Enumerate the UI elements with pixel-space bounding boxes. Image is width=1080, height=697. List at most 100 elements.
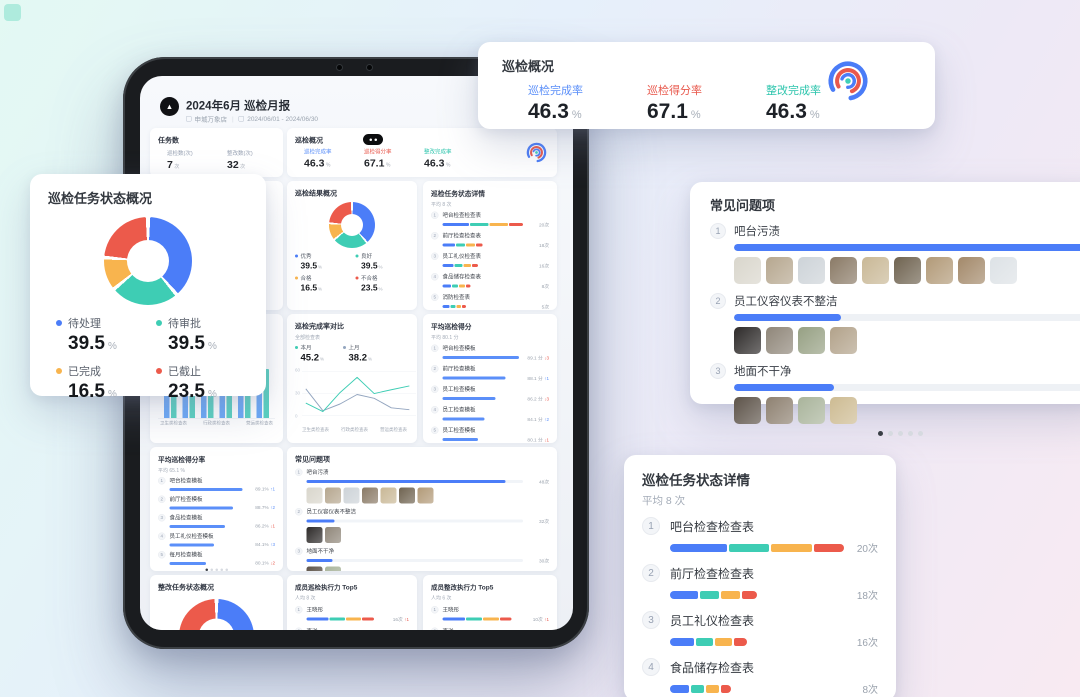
item-count: 16次 ↑1 xyxy=(392,617,409,623)
card-subtitle: 平均 8 次 xyxy=(431,202,452,208)
metric-label: 巡检得分率 xyxy=(647,85,702,97)
photo-thumb[interactable] xyxy=(325,566,341,571)
metric-unit: 次 xyxy=(240,164,246,170)
metric: 巡检完成率 46.3% xyxy=(295,148,355,170)
photo-thumb[interactable] xyxy=(990,257,1017,284)
member-item: 1 王晓彤 10次 ↑1 xyxy=(431,605,549,623)
pagination-dots[interactable] xyxy=(158,568,275,571)
trend-indicator: ↓1 xyxy=(270,523,275,529)
photo-thumb[interactable] xyxy=(798,327,825,354)
line-chart: 60 30 0 xyxy=(295,367,416,426)
item-label: 前厅检查模板 xyxy=(169,496,203,503)
photo-thumb[interactable] xyxy=(343,487,360,504)
score-bar xyxy=(169,487,243,491)
radial-progress-icon xyxy=(526,142,547,163)
photo-thumb[interactable] xyxy=(306,566,323,571)
trend-indicator: ↓2 xyxy=(270,560,275,566)
legend-dot xyxy=(156,368,162,374)
y-tick: 60 xyxy=(295,367,301,373)
legend-label: 优秀 xyxy=(295,252,349,260)
photo-thumb[interactable] xyxy=(362,487,378,504)
callout-overview-card: 巡检概况 巡检完成率 46.3% 巡检得分率 67.1% 整改完成率 46.3% xyxy=(478,42,935,129)
item-value: 88.7% ↑2 xyxy=(255,505,275,511)
photo-thumb[interactable] xyxy=(417,487,434,504)
x-label: 行政类检查表 xyxy=(340,427,368,432)
photo-thumb[interactable] xyxy=(325,487,341,504)
zoom-cursor-badge xyxy=(363,134,383,145)
photo-thumb[interactable] xyxy=(926,257,953,284)
pagination-dots[interactable] xyxy=(710,431,1080,436)
list-item: 5 每月检查模板 80.1% ↓2 xyxy=(158,550,275,566)
rank-badge: 2 xyxy=(431,627,439,630)
rank-badge: 3 xyxy=(295,547,303,555)
x-label: 行政类检查表 xyxy=(202,420,230,426)
score-bar xyxy=(169,506,234,510)
x-label: 营运类检查表 xyxy=(379,427,407,432)
photo-thumb[interactable] xyxy=(766,327,793,354)
photo-thumb[interactable] xyxy=(306,487,323,504)
trend-indicator: ↓1 xyxy=(544,437,549,443)
photo-thumb[interactable] xyxy=(958,257,985,284)
photo-thumb[interactable] xyxy=(399,487,415,504)
photo-thumb[interactable] xyxy=(734,327,761,354)
item-value: 89.1% ↑1 xyxy=(255,486,275,493)
photo-strip xyxy=(306,566,550,571)
stacked-bar xyxy=(442,223,523,226)
metric-value: 46.3% xyxy=(766,100,820,123)
photo-thumb[interactable] xyxy=(734,257,761,284)
photo-thumb[interactable] xyxy=(734,397,761,424)
stacked-bar xyxy=(442,243,483,247)
card-title: 任务数 xyxy=(158,136,179,144)
metric: 整改完成率 46.3% xyxy=(740,82,859,124)
photo-thumb[interactable] xyxy=(766,397,793,424)
legend: 本月 45.2% 上月 38.2% xyxy=(295,344,409,364)
rank-badge: 2 xyxy=(431,231,439,240)
photo-thumb[interactable] xyxy=(830,257,857,284)
metric-value: 32 次 xyxy=(227,159,246,171)
item-label: 员工检查模板 xyxy=(442,407,476,413)
ranked-list: 1 吧台检查模板 89.1 分 ↓3 2 前厅检查模板 xyxy=(431,344,549,443)
card-subtitle: 平均 8 次 xyxy=(642,495,686,507)
callout-detail-card: 巡检任务状态详情 平均 8 次 1 吧台检查检查表 20次 2 前厅检查检查表 18… xyxy=(624,455,896,697)
card-title: 平均巡检得分率 xyxy=(158,456,206,464)
card-title: 常见问题项 xyxy=(295,455,330,463)
legend-label: 已完成 xyxy=(56,363,140,379)
photo-thumb[interactable] xyxy=(325,527,341,543)
item-label: 食品储存检查表 xyxy=(442,274,482,280)
photo-thumb[interactable] xyxy=(894,257,921,284)
member-item: 2李洋 12次↑2 xyxy=(295,627,409,630)
problem-bar xyxy=(306,559,333,562)
card-subtitle: 人均 8 次 xyxy=(295,595,316,602)
x-label: 卫生类检查表 xyxy=(302,427,330,432)
item-count: 32次 xyxy=(538,519,549,525)
item-label: 员工仪容仪表不整洁 xyxy=(306,509,357,515)
problem-item: 1 吧台污渍 48次 xyxy=(295,468,549,504)
photo-thumb[interactable] xyxy=(306,527,323,543)
photo-thumb[interactable] xyxy=(380,487,397,504)
photo-thumb[interactable] xyxy=(830,397,857,424)
card-member-rectify: 成员整改执行力 Top5 人均 6 次 1 王晓彤 10次 ↑1 xyxy=(423,575,557,630)
legend-value: 16.5% xyxy=(300,283,323,293)
photo-thumb[interactable] xyxy=(830,327,857,354)
card-title: 成员整改执行力 Top5 xyxy=(431,583,494,592)
rank-badge: 1 xyxy=(295,468,303,476)
score-bar xyxy=(442,417,485,421)
photo-thumb[interactable] xyxy=(766,257,793,284)
legend-value: 39.5% xyxy=(68,333,117,354)
photo-thumb[interactable] xyxy=(798,257,825,284)
stacked-bar xyxy=(670,637,747,646)
legend-value: 23.5% xyxy=(361,283,383,293)
metric-label: 整改数(次) xyxy=(227,150,253,157)
photo-thumb[interactable] xyxy=(798,397,825,424)
legend-label: 合格 xyxy=(295,274,349,282)
trend-indicator: ↑2 xyxy=(544,417,549,422)
item-label: 前厅检查检查表 xyxy=(442,233,482,239)
item-value: 88.1 分 ↑1 xyxy=(527,376,549,382)
photo-thumb[interactable] xyxy=(862,257,889,284)
list-item: 2 前厅检查模板 88.7% ↑2 xyxy=(158,495,275,511)
problem-bar xyxy=(306,480,506,483)
trend-indicator: ↑1 xyxy=(544,376,549,381)
list-item: 4 食品储存检查表 8次 xyxy=(431,272,549,290)
